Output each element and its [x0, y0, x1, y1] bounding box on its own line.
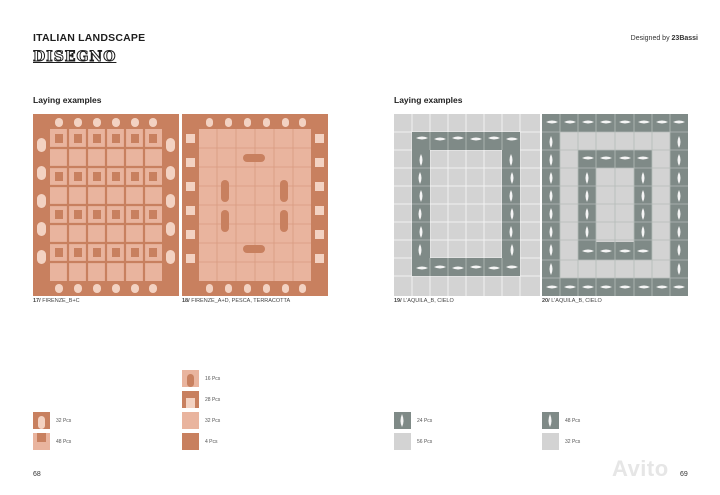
caption-18-number: 18/	[182, 298, 190, 304]
tile-swatch-17b	[33, 433, 50, 450]
tile-pattern-18	[182, 114, 328, 296]
designer-credit-prefix: Designed by	[630, 35, 670, 42]
laying-example-20	[542, 114, 688, 296]
laying-example-17	[33, 114, 179, 296]
designer-credit: Designed by 23Bassi	[631, 35, 698, 42]
caption-18-name: FIRENZE_A+D, PESCA, TERRACOTTA	[191, 298, 291, 304]
tile-count-19a: 24 Pcs	[417, 418, 433, 424]
tile-swatch-18d	[182, 433, 199, 450]
tile-count-20b: 32 Pcs	[565, 439, 581, 445]
tile-count-19b: 56 Pcs	[417, 439, 433, 445]
section-title-left: Laying examples	[33, 95, 102, 105]
page-number-left: 68	[33, 471, 41, 478]
caption-20-number: 20/	[542, 298, 550, 304]
tile-count-18c: 32 Pcs	[205, 418, 221, 424]
caption-17-number: 17/	[33, 298, 41, 304]
laying-example-18	[182, 114, 328, 296]
tile-swatch-20b	[542, 433, 559, 450]
designer-name: 23Bassi	[671, 35, 698, 42]
section-title-right: Laying examples	[394, 95, 463, 105]
tile-pattern-17	[33, 114, 179, 296]
tile-count-18d: 4 Pcs	[205, 439, 218, 445]
tile-count-17b: 48 Pcs	[56, 439, 72, 445]
tile-swatch-18b	[182, 391, 199, 408]
brand-logo: DISEGNO	[32, 49, 117, 66]
tile-count-17a: 32 Pcs	[56, 418, 72, 424]
page-title: ITALIAN LANDSCAPE	[33, 32, 146, 44]
tile-count-20a: 48 Pcs	[565, 418, 581, 424]
tile-swatch-19a	[394, 412, 411, 429]
tile-swatch-17a	[33, 412, 50, 429]
laying-example-19	[394, 114, 540, 296]
caption-18: 18/ FIRENZE_A+D, PESCA, TERRACOTTA	[182, 298, 290, 304]
caption-20: 20/ L'AQUILA_B, CIELO	[542, 298, 602, 304]
watermark: Avito	[612, 456, 669, 481]
caption-17-name: FIRENZE_B+C	[42, 298, 80, 304]
tile-swatch-20a	[542, 412, 559, 429]
caption-19: 19/ L'AQUILA_B, CIELO	[394, 298, 454, 304]
tile-swatch-18a	[182, 370, 199, 387]
page-number-right: 69	[680, 471, 688, 478]
tile-swatch-18c	[182, 412, 199, 429]
tile-count-18b: 28 Pcs	[205, 397, 221, 403]
tile-swatch-19b	[394, 433, 411, 450]
tile-pattern-20	[542, 114, 688, 296]
tile-count-18a: 16 Pcs	[205, 376, 221, 382]
tile-pattern-19	[394, 114, 540, 296]
caption-20-name: L'AQUILA_B, CIELO	[551, 298, 602, 304]
caption-19-number: 19/	[394, 298, 402, 304]
caption-19-name: L'AQUILA_B, CIELO	[403, 298, 454, 304]
caption-17: 17/ FIRENZE_B+C	[33, 298, 80, 304]
